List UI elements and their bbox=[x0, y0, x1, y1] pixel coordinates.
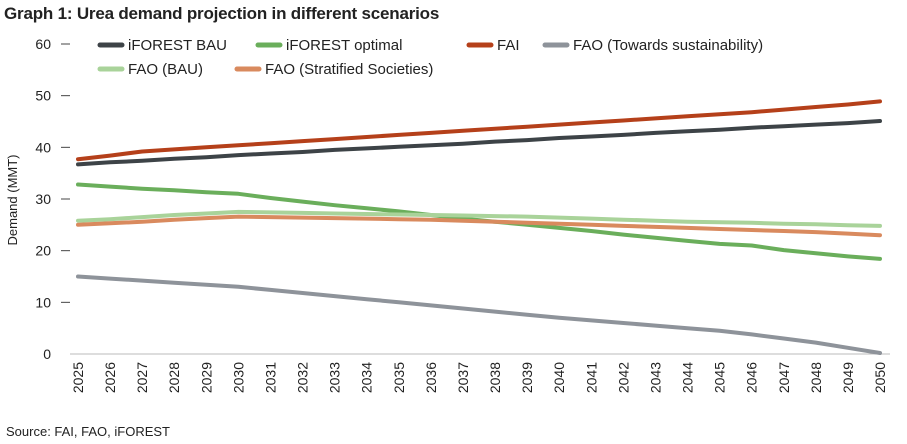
series-line-fao-towards-sustainability bbox=[76, 274, 882, 355]
x-tick-label: 2039 bbox=[519, 362, 535, 393]
y-tick-label: 10 bbox=[35, 294, 51, 310]
x-tick-label: 2034 bbox=[359, 362, 375, 393]
series-lines bbox=[76, 99, 882, 355]
legend-label: iFOREST optimal bbox=[286, 37, 402, 54]
legend-label: iFOREST BAU bbox=[128, 37, 227, 54]
x-tick-label: 2050 bbox=[872, 362, 888, 393]
x-tick-label: 2035 bbox=[391, 362, 407, 393]
legend-item: FAI bbox=[466, 37, 520, 54]
legend-label: FAO (Stratified Societies) bbox=[265, 61, 433, 78]
y-tick-label: 0 bbox=[43, 346, 51, 362]
x-tick-label: 2038 bbox=[487, 362, 503, 393]
legend-item: iFOREST BAU bbox=[97, 37, 227, 54]
y-tick-label: 40 bbox=[35, 139, 51, 155]
x-tick-label: 2026 bbox=[102, 362, 118, 393]
x-tick-label: 2047 bbox=[776, 362, 792, 393]
x-tick-label: 2028 bbox=[166, 362, 182, 393]
legend-item: iFOREST optimal bbox=[255, 37, 402, 54]
x-tick-label: 2033 bbox=[327, 362, 343, 393]
y-tick-label: 50 bbox=[35, 88, 51, 104]
y-tick-label: 60 bbox=[35, 36, 51, 52]
y-axis: 0 10 20 30 40 50 60 bbox=[35, 36, 70, 362]
legend-item: FAO (Towards sustainability) bbox=[542, 37, 763, 54]
legend-item: FAO (Stratified Societies) bbox=[234, 61, 433, 78]
series-line-iforest-bau bbox=[76, 119, 882, 167]
x-tick-label: 2036 bbox=[423, 362, 439, 393]
y-tick-label: 20 bbox=[35, 243, 51, 259]
chart-title: Graph 1: Urea demand projection in diffe… bbox=[4, 4, 440, 23]
legend-item: FAO (BAU) bbox=[97, 61, 203, 78]
x-tick-label: 2043 bbox=[647, 362, 663, 393]
x-axis: 2025 2026 2027 2028 2029 2030 2031 2032 2033 2034… bbox=[70, 353, 890, 393]
x-tick-label: 2048 bbox=[808, 362, 824, 393]
y-axis-label: Demand (MMT) bbox=[5, 154, 20, 245]
x-tick-label: 2044 bbox=[680, 362, 696, 393]
legend-label: FAO (Towards sustainability) bbox=[573, 37, 763, 54]
x-tick-label: 2031 bbox=[262, 362, 278, 393]
legend-label: FAI bbox=[497, 37, 520, 54]
x-tick-label: 2041 bbox=[583, 362, 599, 393]
source-note: Source: FAI, FAO, iFOREST bbox=[6, 424, 170, 439]
legend: iFOREST BAU iFOREST optimal FAI FAO (Toward… bbox=[97, 37, 763, 78]
x-tick-label: 2049 bbox=[840, 362, 856, 393]
x-tick-label: 2046 bbox=[744, 362, 760, 393]
series-line-fao-bau bbox=[76, 209, 882, 228]
series-line-fai bbox=[76, 99, 882, 162]
x-tick-label: 2040 bbox=[551, 362, 567, 393]
x-tick-label: 2027 bbox=[134, 362, 150, 393]
x-tick-label: 2025 bbox=[70, 362, 86, 393]
x-tick-label: 2042 bbox=[615, 362, 631, 393]
x-tick-label: 2029 bbox=[198, 362, 214, 393]
y-tick-label: 30 bbox=[35, 191, 51, 207]
x-tick-label: 2037 bbox=[455, 362, 471, 393]
x-tick-label: 2045 bbox=[712, 362, 728, 393]
legend-label: FAO (BAU) bbox=[128, 61, 203, 78]
series-line-fao-stratified-societies bbox=[76, 214, 882, 238]
x-tick-label: 2030 bbox=[230, 362, 246, 393]
x-tick-label: 2032 bbox=[295, 362, 311, 393]
